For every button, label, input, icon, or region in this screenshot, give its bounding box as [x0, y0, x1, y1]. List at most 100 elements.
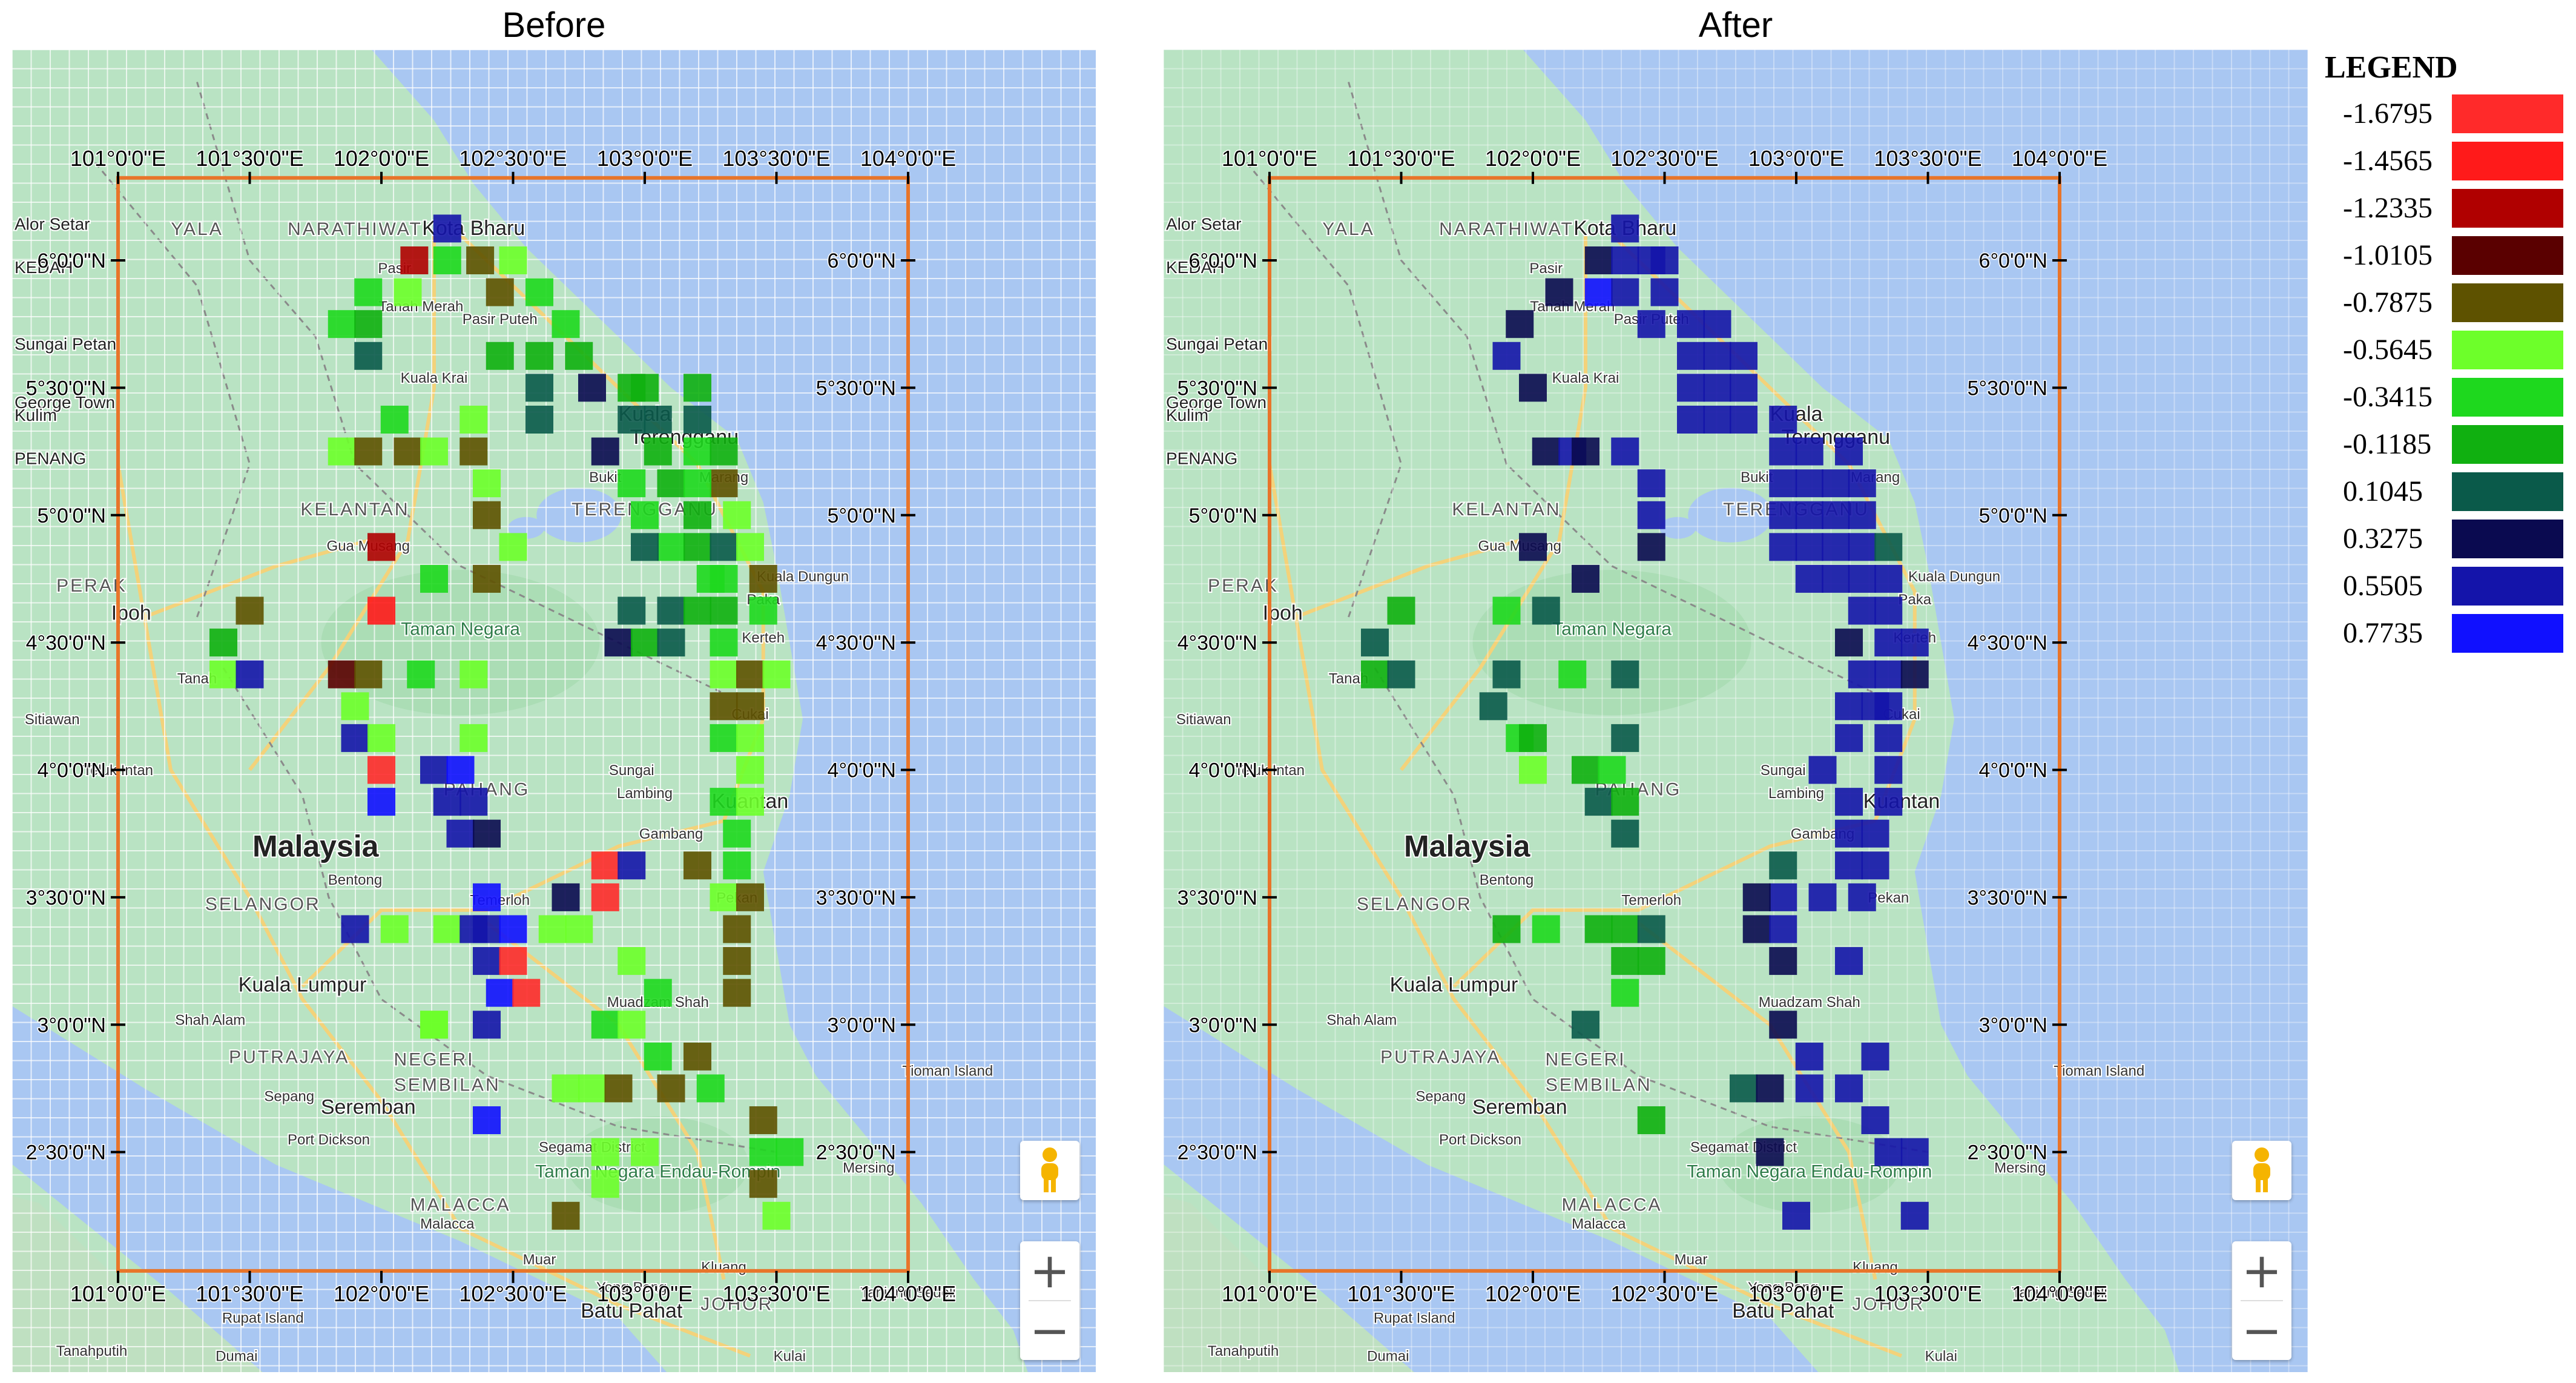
data-cell [1835, 629, 1863, 657]
map-before[interactable]: PATTANIYALANARATHIWATKota BharuPasirTana… [12, 50, 1096, 1372]
data-cell [618, 1011, 646, 1039]
data-cell [723, 501, 751, 529]
highway-road [1400, 234, 1587, 771]
data-cell [367, 724, 395, 752]
data-cell [1874, 1138, 1903, 1166]
data-cell [1848, 564, 1876, 593]
data-cell [486, 278, 514, 306]
data-cell [1730, 1074, 1757, 1103]
zoom-out-button[interactable]: − [2241, 1302, 2282, 1359]
data-cell [1900, 629, 1929, 657]
data-cell [328, 660, 356, 688]
data-cell [684, 851, 711, 880]
edge-place-label: Alor Setar [15, 215, 90, 234]
zoom-out-button[interactable]: − [1029, 1302, 1070, 1359]
place-label: NARATHIWAT [288, 219, 423, 239]
place-label: YALA [171, 219, 223, 239]
data-cell [341, 724, 369, 752]
lat-label-left: 3°30'0"N [1178, 886, 1257, 909]
place-label: SEMBILAN [1546, 1075, 1652, 1095]
data-cell [499, 915, 527, 943]
state-border [1242, 157, 1403, 618]
data-cell [1730, 405, 1757, 434]
lon-label: 102°0'0"E [1485, 146, 1581, 171]
data-cell [1835, 851, 1863, 880]
legend-value: -0.3415 [2343, 381, 2433, 413]
data-cell [1874, 660, 1903, 688]
lat-label-left: 5°0'0"N [1189, 504, 1257, 527]
data-cell [1611, 214, 1639, 243]
place-label: Pasir Puteh [463, 311, 538, 328]
data-cell [1637, 915, 1665, 943]
place-label: Kulai [1925, 1348, 1957, 1365]
place-label: Sepang [1415, 1088, 1466, 1104]
legend-entry: 0.1045 [2325, 469, 2567, 516]
data-cell [473, 915, 501, 943]
zoom-in-button[interactable]: + [2241, 1242, 2282, 1299]
place-label: Tioman Island [2054, 1063, 2144, 1079]
strait-of-malacca [1164, 1006, 1819, 1372]
lon-label: 101°30'0"E [1347, 146, 1455, 171]
place-label: MALACCA [410, 1195, 510, 1215]
data-cell [394, 437, 422, 466]
data-cell [723, 851, 751, 880]
data-cell [420, 564, 448, 593]
zoom-in-button[interactable]: + [1029, 1242, 1070, 1299]
legend-swatch [2452, 425, 2563, 464]
data-cell [1769, 437, 1797, 466]
map-canvas-after: PATTANIYALANARATHIWATKota BharuPasirTana… [1164, 50, 2308, 1372]
legend-entry: -1.6795 [2325, 91, 2567, 138]
data-cell [473, 1106, 501, 1135]
data-cell [565, 915, 593, 943]
edge-place-label: George Town [15, 393, 115, 412]
data-cell [1769, 915, 1797, 943]
data-cell [420, 1011, 448, 1039]
data-cell [433, 246, 461, 274]
place-label: JOHOR [700, 1294, 773, 1314]
edge-place-label: Kulim [1166, 406, 1208, 424]
place-label: SELANGOR [205, 894, 321, 914]
data-cell [749, 564, 777, 593]
place-label: Tanahputih [56, 1343, 127, 1359]
data-cell [1822, 501, 1850, 529]
legend-entry: -0.1185 [2325, 421, 2567, 469]
place-label: Yong Peng [596, 1279, 667, 1296]
place-label: Tanahputih [1208, 1343, 1279, 1359]
data-cell [1611, 819, 1639, 848]
data-cell [380, 915, 409, 943]
data-cell [486, 979, 514, 1007]
data-cell [1703, 374, 1731, 402]
place-label: PUTRAJAYA [229, 1047, 349, 1067]
place-label: KELANTAN [1452, 500, 1561, 520]
legend-value: -1.0105 [2343, 239, 2433, 271]
data-cell [1361, 629, 1389, 657]
street-view-pegman[interactable] [1020, 1141, 1079, 1200]
data-cell [209, 660, 237, 688]
data-cell [723, 947, 751, 975]
data-cell [1808, 883, 1837, 911]
street-view-pegman[interactable] [2232, 1141, 2291, 1200]
place-label: Seremban [321, 1096, 416, 1119]
legend-value: -1.4565 [2343, 145, 2433, 177]
data-cell [499, 947, 527, 975]
zoom-control[interactable]: + − [1020, 1241, 1079, 1360]
place-label: Kuala Dungun [1908, 569, 2000, 585]
lat-label-left: 5°30'0"N [1178, 377, 1257, 400]
data-cell [1492, 596, 1521, 625]
data-cell [1730, 374, 1757, 402]
data-cell [1572, 564, 1599, 593]
data-cell [736, 756, 764, 784]
zoom-control[interactable]: + − [2232, 1241, 2291, 1360]
data-cell [1835, 788, 1863, 816]
data-cell [1492, 342, 1521, 370]
data-cell [1598, 756, 1626, 784]
lon-label: 104°0'0"E [2012, 146, 2107, 171]
data-cell [1558, 660, 1587, 688]
place-label: Lambing [1768, 785, 1824, 802]
map-after[interactable]: PATTANIYALANARATHIWATKota BharuPasirTana… [1164, 50, 2308, 1372]
data-cell [460, 788, 488, 816]
legend-entry: -0.7875 [2325, 280, 2567, 327]
data-cell [710, 564, 738, 593]
place-label: PUTRAJAYA [1380, 1047, 1501, 1067]
lat-label-right: 2°30'0"N [816, 1141, 896, 1164]
